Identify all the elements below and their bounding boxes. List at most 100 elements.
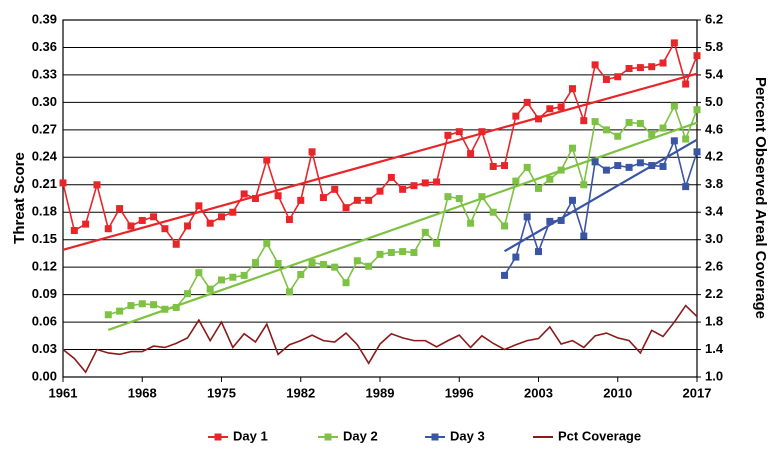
- y2-tick-label: 4.2: [705, 149, 723, 164]
- marker: [274, 259, 282, 267]
- marker: [410, 182, 418, 190]
- marker: [376, 187, 384, 195]
- marker: [523, 98, 531, 106]
- marker: [602, 76, 610, 83]
- marker: [693, 52, 701, 60]
- marker: [172, 240, 180, 248]
- marker: [693, 148, 701, 156]
- y-tick-label: 0.03: [32, 341, 57, 356]
- marker: [614, 162, 622, 170]
- marker: [116, 205, 124, 213]
- y-tick-label: 0.27: [32, 121, 57, 136]
- marker: [342, 204, 350, 212]
- marker: [535, 184, 542, 192]
- marker: [251, 259, 259, 267]
- marker: [365, 262, 373, 270]
- marker: [127, 302, 135, 310]
- marker: [308, 259, 316, 267]
- y2-tick-label: 6.2: [705, 11, 723, 26]
- marker: [568, 85, 576, 93]
- marker: [342, 279, 350, 287]
- marker: [172, 303, 180, 311]
- marker: [489, 208, 497, 216]
- trend-line: [503, 138, 698, 253]
- marker: [82, 220, 90, 228]
- marker: [648, 130, 656, 138]
- marker: [648, 162, 656, 170]
- marker: [421, 228, 429, 236]
- marker: [376, 250, 384, 258]
- marker: [444, 193, 452, 201]
- marker: [104, 225, 112, 233]
- series-line: [62, 304, 698, 374]
- series-line: [62, 40, 698, 246]
- marker: [659, 124, 667, 132]
- y-tick-label: 0.18: [32, 204, 57, 219]
- marker: [138, 300, 146, 308]
- marker: [535, 115, 542, 123]
- x-tick-label: 2003: [524, 385, 553, 400]
- marker: [319, 260, 327, 268]
- marker: [636, 159, 644, 167]
- marker: [251, 195, 259, 202]
- marker: [444, 131, 452, 139]
- marker: [150, 213, 158, 221]
- marker: [229, 273, 237, 281]
- y-tick-label: 0.24: [32, 149, 58, 164]
- marker: [546, 175, 554, 183]
- marker: [218, 213, 225, 221]
- marker: [274, 192, 282, 200]
- x-tick-label: 1961: [49, 385, 78, 400]
- y2-tick-label: 2.2: [705, 286, 723, 301]
- marker: [161, 225, 169, 233]
- x-tick-label: 2010: [603, 385, 632, 400]
- marker: [229, 208, 237, 216]
- y-tick-label: 0.33: [32, 66, 57, 81]
- marker: [614, 132, 622, 140]
- marker: [319, 194, 327, 202]
- marker: [218, 276, 225, 284]
- marker: [195, 269, 203, 277]
- marker: [104, 311, 112, 319]
- marker: [682, 80, 690, 88]
- marker: [625, 65, 633, 73]
- marker: [127, 222, 135, 230]
- marker: [557, 216, 565, 224]
- marker: [580, 117, 588, 125]
- series-line: [503, 138, 698, 276]
- marker: [206, 219, 214, 227]
- legend-label: Day 1: [233, 428, 268, 443]
- marker: [682, 135, 690, 143]
- marker: [421, 179, 429, 187]
- marker: [353, 196, 361, 204]
- marker: [489, 162, 497, 170]
- marker: [150, 301, 158, 309]
- marker: [478, 193, 486, 201]
- y-tick-label: 0.09: [32, 286, 57, 301]
- y2-axis-title: Percent Observed Areal Coverage: [752, 77, 769, 319]
- marker: [184, 290, 192, 298]
- legend-marker: [324, 433, 332, 441]
- y-tick-label: 0.39: [32, 11, 57, 26]
- legend-marker: [214, 433, 222, 441]
- y2-tick-label: 1.8: [705, 314, 723, 329]
- marker: [501, 162, 509, 170]
- marker: [297, 196, 305, 204]
- y-tick-label: 0.00: [32, 368, 57, 383]
- marker: [455, 128, 463, 136]
- marker: [297, 270, 305, 278]
- marker: [467, 150, 475, 158]
- legend-label: Day 2: [343, 428, 378, 443]
- marker: [116, 307, 124, 315]
- x-tick-label: 2017: [683, 385, 712, 400]
- marker: [399, 185, 407, 193]
- y-tick-label: 0.15: [32, 231, 57, 246]
- marker: [365, 196, 373, 204]
- y-axis-title: Threat Score: [11, 152, 28, 244]
- marker: [70, 227, 78, 235]
- marker: [659, 59, 667, 67]
- x-tick-label: 1968: [128, 385, 157, 400]
- marker: [580, 181, 588, 189]
- marker: [467, 219, 475, 227]
